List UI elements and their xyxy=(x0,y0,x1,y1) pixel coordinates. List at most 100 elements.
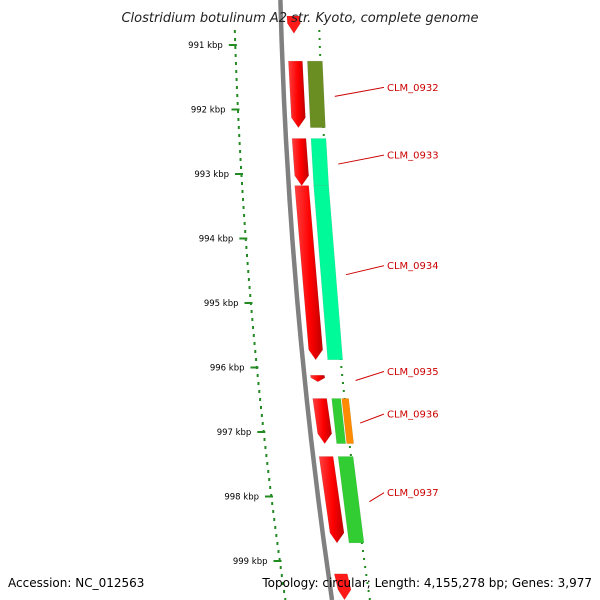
gc-dot-outer xyxy=(365,574,368,576)
gene-arrow[interactable] xyxy=(309,374,326,382)
gc-dot-outer xyxy=(361,550,364,552)
gc-dot-inner xyxy=(252,334,255,337)
gc-dot-inner xyxy=(238,142,241,145)
gc-dot-inner xyxy=(276,542,279,545)
gene-label-connector xyxy=(369,492,385,503)
cds-feature[interactable] xyxy=(310,138,329,186)
gc-dot-outer xyxy=(318,38,321,40)
gc-dot-outer xyxy=(319,54,322,56)
gene-label-connector xyxy=(345,265,385,276)
gc-dot-inner xyxy=(259,398,262,401)
gc-dot-inner xyxy=(247,270,250,273)
scale-tick-label: 994 kbp xyxy=(199,235,234,245)
gene-arrow-partial[interactable] xyxy=(286,15,301,34)
cds-feature[interactable] xyxy=(331,398,346,444)
genome-backbone xyxy=(278,0,335,600)
gene-label-connector xyxy=(355,370,385,381)
gc-dot-inner xyxy=(255,366,258,369)
gene-label[interactable]: CLM_0932 xyxy=(387,83,439,94)
gc-dot-inner xyxy=(258,390,261,393)
gc-dot-inner xyxy=(237,126,240,129)
gc-dot-inner xyxy=(242,206,245,209)
gc-dot-inner xyxy=(255,358,258,361)
gene-label[interactable]: CLM_0936 xyxy=(387,410,439,421)
gc-dot-inner xyxy=(233,30,236,33)
gc-dot-inner xyxy=(280,574,283,577)
gc-dot-outer xyxy=(342,390,345,392)
gc-dot-inner xyxy=(265,454,268,457)
gc-dot-inner xyxy=(254,350,257,353)
scale-tick-label: 995 kbp xyxy=(204,299,239,309)
gc-dot-inner xyxy=(244,230,247,233)
gc-dot-inner xyxy=(235,70,238,73)
gc-dot-inner xyxy=(234,54,237,57)
cds-feature-extra[interactable] xyxy=(341,398,354,444)
scale-tick-label: 993 kbp xyxy=(194,170,229,180)
gc-dot-inner xyxy=(283,590,286,593)
map-title: Clostridium botulinum A2 str. Kyoto, com… xyxy=(121,11,478,26)
gc-dot-outer xyxy=(341,374,344,376)
gc-dot-inner xyxy=(267,470,270,473)
gc-dot-inner xyxy=(237,118,240,121)
gc-dot-inner xyxy=(239,150,242,153)
backbone-line xyxy=(278,0,335,600)
gc-dot-inner xyxy=(239,158,242,161)
gene-label[interactable]: CLM_0933 xyxy=(387,151,439,162)
scale-tick-label: 999 kbp xyxy=(233,557,268,567)
gc-dot-inner xyxy=(277,550,280,553)
gc-dot-outer xyxy=(364,566,367,568)
gc-dot-inner xyxy=(236,102,239,105)
gene-arrow[interactable] xyxy=(288,60,306,129)
gene-arrow[interactable] xyxy=(291,138,309,187)
topology-text: Topology: circular; Length: 4,155,278 bp… xyxy=(261,576,592,590)
gc-dot-outer xyxy=(341,382,344,384)
cds-feature[interactable] xyxy=(307,60,326,128)
gene-label[interactable]: CLM_0937 xyxy=(387,488,439,499)
gene-label[interactable]: CLM_0934 xyxy=(387,261,439,272)
gc-dot-inner xyxy=(247,278,250,281)
gc-dot-inner xyxy=(245,246,248,249)
scale-tick-label: 992 kbp xyxy=(191,106,226,116)
gc-dot-inner xyxy=(235,86,238,89)
gc-dot-inner xyxy=(240,182,243,185)
gc-dot-inner xyxy=(274,526,277,529)
gc-dot-inner xyxy=(269,486,272,489)
gc-dot-inner xyxy=(261,422,264,425)
gc-dot-outer xyxy=(366,582,369,584)
gc-dot-inner xyxy=(237,110,240,113)
cds-feature[interactable] xyxy=(337,456,365,544)
scale-tick-label: 997 kbp xyxy=(217,428,252,438)
gene-arrow[interactable] xyxy=(318,456,345,544)
gc-dot-outer xyxy=(348,446,351,448)
gc-dot-inner xyxy=(249,294,252,297)
gc-dot-inner xyxy=(240,166,243,169)
gc-dot-inner xyxy=(245,254,248,257)
gc-dot-inner xyxy=(248,286,251,289)
gc-dot-outer xyxy=(349,454,352,456)
gc-dot-inner xyxy=(241,190,244,193)
gene-label[interactable]: CLM_0935 xyxy=(387,367,439,378)
scale-tick-label: 991 kbp xyxy=(188,41,223,51)
gc-dot-inner xyxy=(251,318,254,321)
gc-dot-inner xyxy=(235,78,238,81)
gc-dot-outer xyxy=(340,366,343,368)
gene-label-connector xyxy=(334,86,385,97)
gc-dot-inner xyxy=(243,222,246,225)
gc-dot-inner xyxy=(260,414,263,417)
gc-dot-inner xyxy=(257,382,260,385)
gc-dot-inner xyxy=(264,446,267,449)
gc-dot-outer xyxy=(363,558,366,560)
gc-dot-inner xyxy=(244,238,247,241)
gc-dot-inner xyxy=(242,198,245,201)
gc-dot-inner xyxy=(272,510,275,513)
gene-arrow[interactable] xyxy=(294,185,323,361)
gc-dot-inner xyxy=(234,46,237,49)
gene-arrow-partial[interactable] xyxy=(333,573,352,600)
gc-dot-outer xyxy=(318,46,321,48)
cds-feature[interactable] xyxy=(313,185,343,361)
gc-dot-inner xyxy=(273,518,276,521)
gene-arrow[interactable] xyxy=(312,398,332,445)
gc-dot-inner xyxy=(234,62,237,65)
gc-dot-outer xyxy=(318,30,321,32)
